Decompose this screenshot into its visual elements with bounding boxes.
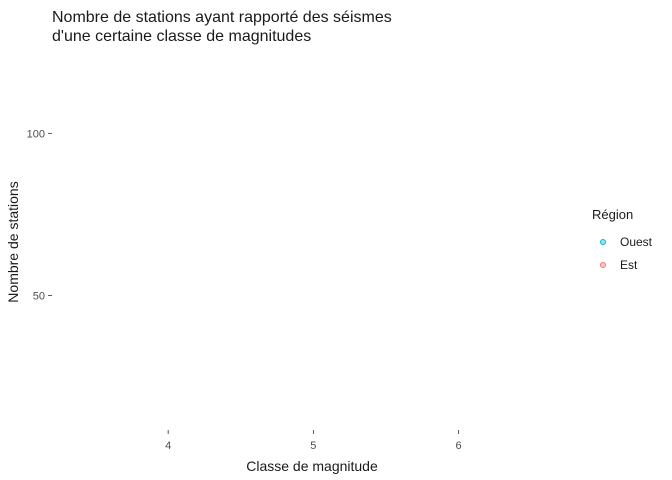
y-tick-label: 100 (27, 128, 45, 140)
x-axis-title: Classe de magnitude (246, 458, 378, 474)
y-tick-label: 50 (33, 290, 45, 302)
legend-key-ouest (592, 233, 614, 250)
legend-title: Région (592, 207, 634, 222)
y-axis-title: Nombre de stations (5, 181, 21, 302)
legend-item-est: Est (592, 253, 652, 276)
chart-title: Nombre de stations ayant rapporté des sé… (52, 9, 392, 45)
x-tick-label: 4 (165, 440, 171, 452)
legend-key-est (592, 256, 614, 273)
y-axis: 50 100 (27, 128, 52, 302)
legend-dot-est (600, 261, 606, 268)
x-tick-label: 5 (310, 440, 316, 452)
legend-dot-ouest (600, 238, 606, 245)
legend-label-est: Est (620, 257, 638, 272)
legend-item-ouest: Ouest (592, 230, 652, 253)
x-axis: 4 5 6 (165, 430, 462, 452)
legend-label-ouest: Ouest (620, 234, 653, 249)
legend: Région Ouest Est (592, 207, 652, 276)
x-tick-label: 6 (456, 440, 462, 452)
